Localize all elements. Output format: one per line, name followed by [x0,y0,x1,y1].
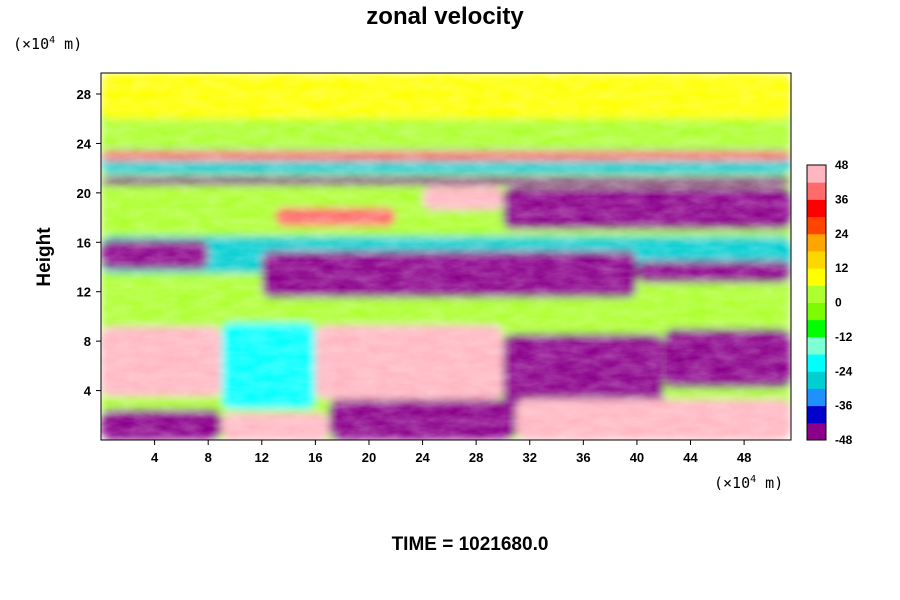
plot-frame [100,72,792,441]
y-tick-label: 28 [77,87,91,102]
colorbar-segment [807,422,826,441]
x-tick-label: 8 [205,450,212,465]
x-tick-label: 36 [576,450,590,465]
colorbar-segment [807,354,826,372]
colorbar-segment [807,250,826,269]
x-tick-label: 44 [683,450,698,465]
time-label: TIME = 1021680.0 [392,534,549,555]
colorbar-tick-label: -24 [835,364,853,378]
x-tick-label: 32 [523,450,537,465]
x-axis-unit: (×104 m) [714,474,783,492]
colorbar-tick-label: -48 [835,433,853,447]
colorbar-frame [806,164,827,441]
colorbar-tick-label: 0 [835,296,842,310]
x-tick-label: 24 [415,450,430,465]
colorbar-segment [807,199,826,218]
x-tick-label: 16 [308,450,322,465]
colorbar-tick-label: 24 [835,227,849,241]
x-axis-ticks: 4 8 12 16 20 24 28 32 36 40 44 48 [151,440,751,465]
y-tick-label: 20 [77,186,91,201]
y-axis-unit: (×104 m) [13,35,82,53]
x-tick-label: 4 [151,450,159,465]
colorbar-segment [807,216,826,235]
colorbar-tick-label: 12 [835,261,849,275]
x-tick-label: 40 [630,450,644,465]
y-tick-label: 12 [77,285,91,300]
colorbar-segment [807,336,826,355]
colorbar-segment [807,388,826,407]
y-axis-ticks: 4 8 12 16 20 24 28 [77,87,101,399]
colorbar-segment [807,165,826,183]
y-axis-label: Height [34,227,55,287]
colorbar-segment [807,285,826,303]
colorbar-segment [807,405,826,424]
colorbar-tick-label: -12 [835,330,853,344]
colorbar: 48 36 24 12 0 -12 -24 -36 -48 [806,158,853,447]
y-tick-label: 4 [84,384,92,399]
colorbar-segment [807,268,826,286]
x-tick-label: 28 [469,450,483,465]
x-tick-label: 20 [362,450,376,465]
colorbar-segment [807,182,826,200]
x-tick-label: 48 [737,450,751,465]
heatmap-field [101,73,791,440]
chart-title: zonal velocity [366,3,524,30]
colorbar-segment [807,233,826,252]
colorbar-segment [807,319,826,338]
y-tick-label: 8 [84,334,91,349]
colorbar-segment [807,371,826,389]
colorbar-tick-label: 48 [835,158,849,172]
colorbar-tick-label: 36 [835,192,849,206]
x-tick-label: 12 [255,450,269,465]
colorbar-segment [807,302,826,321]
colorbar-tick-label: -36 [835,399,853,413]
turbulence-texture [101,73,791,440]
y-tick-label: 24 [77,136,92,151]
y-tick-label: 16 [77,235,91,250]
